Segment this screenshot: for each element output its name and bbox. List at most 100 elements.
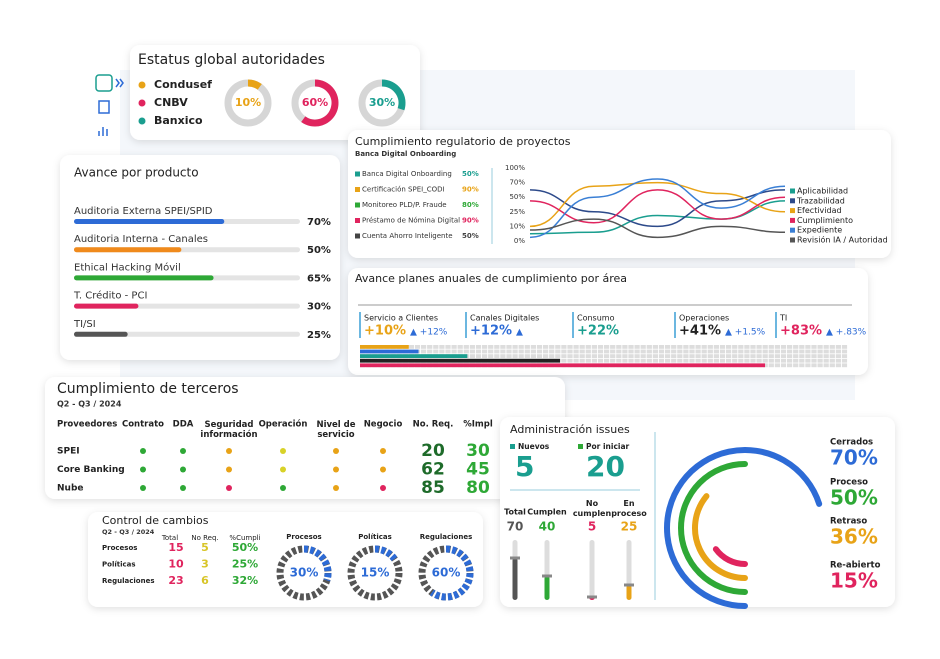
waffle-cell	[482, 349, 488, 354]
counter-dot	[510, 444, 515, 449]
slider-fill	[626, 585, 632, 600]
waffle-cell	[841, 363, 848, 368]
waffle-cell	[561, 354, 567, 358]
waffle-cell	[750, 354, 756, 358]
column-header: %Cumpli	[229, 534, 260, 542]
waffle-cell	[555, 349, 561, 354]
waffle-cell	[719, 358, 726, 363]
ring-value: 50%	[830, 486, 878, 510]
waffle-cell	[817, 354, 823, 358]
waffle-cell	[658, 349, 665, 354]
waffle-cell	[793, 349, 799, 354]
legend-square	[790, 237, 795, 243]
column-name: No cumplen	[573, 499, 612, 518]
chart-icon[interactable]	[98, 127, 108, 136]
waffle-cell	[744, 345, 750, 349]
product-name: Ethical Hacking Móvil	[74, 261, 181, 273]
row-name: Procesos	[102, 544, 137, 552]
waffle-cell	[530, 349, 536, 354]
expand-icon[interactable]	[115, 78, 124, 88]
waffle-cell	[518, 349, 524, 354]
waffle-cell	[793, 358, 799, 363]
sidebar	[95, 74, 124, 136]
donut-label: 30%	[369, 96, 395, 109]
waffle-cell	[530, 345, 536, 349]
legend-label: Revisión IA / Autoridad	[797, 235, 888, 245]
counter-name: Por iniciar	[586, 442, 630, 451]
book-icon[interactable]	[98, 100, 110, 114]
waffle-cell	[604, 349, 610, 354]
waffle-cell	[799, 345, 805, 349]
series-line	[529, 189, 786, 224]
waffle-cell	[646, 358, 652, 363]
area-name: Servicio a Clientes	[364, 314, 438, 323]
waffle-cell	[835, 354, 841, 358]
waffle-cell	[494, 349, 500, 354]
waffle-fill	[360, 345, 409, 349]
home-icon[interactable]	[95, 74, 113, 92]
waffle-cell	[408, 345, 414, 349]
legend-square	[790, 208, 795, 214]
waffle-cell	[774, 363, 780, 368]
column-name: Total	[504, 508, 526, 517]
bar-label: 50%	[307, 245, 331, 256]
waffle-cell	[799, 349, 805, 354]
gauge-value	[374, 545, 398, 562]
waffle-cell	[829, 349, 835, 354]
status-dot	[333, 466, 339, 473]
bar-track	[74, 331, 300, 337]
gauge-label: 30%	[290, 566, 319, 580]
gauge-label: 60%	[432, 566, 461, 580]
waffle-cell	[524, 349, 530, 354]
column-header: Contrato	[122, 420, 164, 430]
waffle-cell	[628, 358, 634, 363]
waffle-cell	[689, 354, 695, 358]
waffle-cell	[610, 345, 616, 349]
ring-arc	[664, 447, 823, 609]
row-name: Nube	[57, 484, 84, 494]
pct: 50%	[232, 541, 258, 554]
waffle-cell	[756, 354, 762, 358]
pct: 25%	[232, 558, 258, 571]
waffle-cell	[787, 358, 793, 363]
waffle-cell	[652, 358, 658, 363]
waffle-cell	[805, 345, 811, 349]
waffle-cell	[433, 349, 439, 354]
waffle-cell	[811, 349, 817, 354]
waffle-cell	[445, 349, 451, 354]
waffle-cell	[616, 354, 622, 358]
bar-label: 70%	[307, 217, 331, 228]
waffle-cell	[457, 349, 463, 354]
y-tick-label: 100%	[505, 164, 525, 172]
waffle-cell	[646, 349, 652, 354]
waffle-cell	[463, 345, 469, 349]
legend-square	[790, 198, 795, 204]
donut-label: 10%	[235, 96, 261, 109]
slider-fill	[544, 576, 550, 600]
area-delta: ▲ +12%	[410, 328, 448, 338]
waffle-cell	[768, 345, 774, 349]
area-value: +41%	[679, 324, 721, 339]
series-line	[529, 218, 786, 239]
bar	[74, 303, 139, 309]
counter-dot	[578, 444, 583, 449]
waffle-cell	[701, 349, 707, 354]
waffle-cell	[512, 345, 518, 349]
project-name: Monitoreo PLD/P. Fraude	[362, 201, 447, 209]
waffle-cell	[610, 354, 616, 358]
waffle-cell	[744, 358, 750, 363]
waffle-cell	[780, 363, 787, 368]
waffle-cell	[652, 349, 658, 354]
waffle-cell	[841, 349, 848, 354]
waffle-cell	[799, 358, 805, 363]
waffle-cell	[780, 354, 787, 358]
slider-knob	[542, 574, 552, 578]
column-header: Total	[161, 534, 178, 542]
column-header: No. Req.	[413, 420, 454, 430]
waffle-cell	[604, 358, 610, 363]
waffle-cell	[738, 349, 744, 354]
waffle-cell	[573, 349, 579, 354]
ring-value: 36%	[830, 525, 878, 549]
y-tick-label: 25%	[509, 208, 525, 216]
project-value: 50%	[462, 232, 479, 240]
